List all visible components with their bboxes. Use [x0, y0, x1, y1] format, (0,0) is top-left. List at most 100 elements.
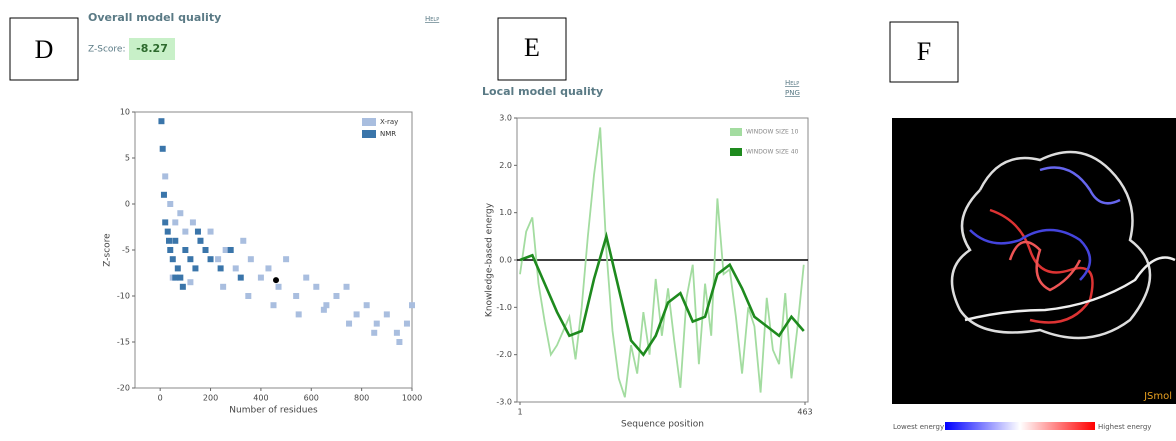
x-tick-label: 600 [304, 394, 319, 403]
y-tick-label: 0.0 [499, 256, 512, 265]
point [208, 229, 214, 235]
point [182, 247, 188, 253]
point [238, 275, 244, 281]
panel-label: D [35, 35, 54, 64]
point [158, 118, 164, 124]
watermark: JSmol [1143, 391, 1172, 402]
x-tick-label: 1 [517, 408, 522, 417]
point [203, 247, 209, 253]
y-tick-label: -2.0 [496, 350, 512, 359]
legend-label: WINDOW SIZE 40 [746, 149, 799, 156]
point [167, 201, 173, 207]
legend-label: X-ray [380, 118, 398, 126]
point [283, 256, 289, 262]
y-tick-label: -15 [117, 338, 130, 347]
point [248, 256, 254, 262]
point [258, 275, 264, 281]
y-tick-label: 10 [120, 108, 130, 117]
y-tick-label: 1.0 [499, 208, 512, 217]
point [409, 302, 415, 308]
point [344, 284, 350, 290]
point [265, 265, 271, 271]
x-tick-label: 0 [158, 394, 163, 403]
x-tick-label: 400 [253, 394, 268, 403]
y-tick-label: -20 [117, 384, 130, 393]
x-tick-label: 463 [797, 408, 812, 417]
y-tick-label: -1.0 [496, 303, 512, 312]
legend-swatch [362, 118, 376, 126]
point [346, 321, 352, 327]
point [180, 284, 186, 290]
point [404, 321, 410, 327]
legend-swatch [730, 148, 742, 156]
legend-label: WINDOW SIZE 10 [746, 129, 799, 136]
point [364, 302, 370, 308]
point [394, 330, 400, 336]
point [333, 293, 339, 299]
help-link[interactable]: Help [785, 79, 799, 87]
panel-label: F [917, 37, 931, 66]
point [172, 219, 178, 225]
point [321, 307, 327, 313]
point [354, 311, 360, 317]
legend-swatch [730, 128, 742, 136]
point [165, 229, 171, 235]
point [374, 321, 380, 327]
point [384, 311, 390, 317]
section-title: Overall model quality [88, 11, 221, 24]
point [195, 229, 201, 235]
point [162, 219, 168, 225]
x-axis-label: Sequence position [621, 420, 704, 430]
point [233, 265, 239, 271]
y-tick-label: 5 [125, 154, 130, 163]
point [218, 265, 224, 271]
zscore-label: Z-Score: [88, 45, 126, 55]
y-tick-label: -5 [122, 246, 130, 255]
y-axis-label: Z-score [103, 233, 113, 267]
point [371, 330, 377, 336]
point [187, 279, 193, 285]
png-link[interactable]: PNG [785, 89, 800, 97]
point [240, 238, 246, 244]
x-tick-label: 800 [354, 394, 369, 403]
point [170, 256, 176, 262]
help-link[interactable]: Help [425, 15, 439, 23]
y-tick-label: -10 [117, 292, 130, 301]
panel-label: E [524, 33, 540, 62]
x-tick-label: 1000 [402, 394, 422, 403]
point [162, 173, 168, 179]
point [271, 302, 277, 308]
colorbar-label: Lowest energy [893, 423, 944, 431]
point [166, 238, 172, 244]
point [215, 256, 221, 262]
legend-swatch [362, 130, 376, 138]
energy-colorbar [945, 422, 1095, 430]
point [177, 210, 183, 216]
point [293, 293, 299, 299]
point [245, 293, 251, 299]
point [172, 275, 178, 281]
point [228, 247, 234, 253]
colorbar-label: Highest energy [1098, 423, 1151, 431]
point [208, 256, 214, 262]
plot-frame [135, 112, 412, 388]
y-tick-label: -3.0 [496, 398, 512, 407]
x-axis-label: Number of residues [229, 406, 318, 416]
point [187, 256, 193, 262]
point [197, 238, 203, 244]
chart-title: Local model quality [482, 85, 603, 98]
y-tick-label: 0 [125, 200, 130, 209]
model-point [273, 277, 279, 283]
point [192, 265, 198, 271]
point [175, 265, 181, 271]
point [313, 284, 319, 290]
point [276, 284, 282, 290]
point [303, 275, 309, 281]
x-tick-label: 200 [203, 394, 218, 403]
zscore-value: -8.27 [136, 42, 168, 55]
point [160, 146, 166, 152]
screenshot: D E F Overall model quality Help Z-Score… [0, 0, 1176, 441]
y-tick-label: 2.0 [499, 161, 512, 170]
y-tick-label: 3.0 [499, 114, 512, 123]
point [182, 229, 188, 235]
